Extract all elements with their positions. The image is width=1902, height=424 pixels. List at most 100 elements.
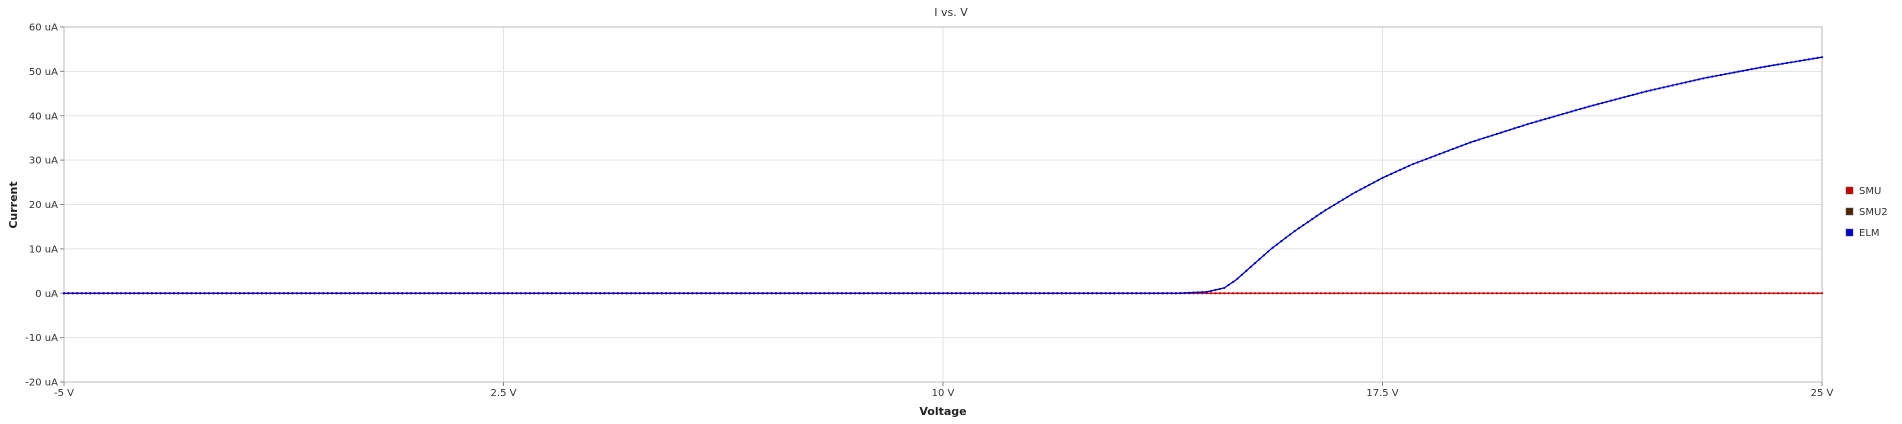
series-elm-point: [370, 292, 373, 295]
series-elm-point: [862, 292, 865, 295]
series-elm-point: [203, 292, 206, 295]
series-elm-point: [1069, 292, 1072, 295]
series-elm-point: [999, 292, 1002, 295]
series-elm-point: [1447, 149, 1450, 152]
series-smu-point: [1240, 292, 1243, 295]
series-elm-point: [634, 292, 637, 295]
series-elm-point: [1456, 146, 1459, 149]
series-elm-point: [396, 292, 400, 295]
series-elm-point: [207, 292, 211, 295]
legend-item-smu[interactable]: SMU: [1845, 186, 1881, 197]
series-elm-point: [555, 292, 558, 295]
series-elm-point: [1680, 82, 1683, 85]
series-elm-point: [163, 292, 167, 295]
series-elm-point: [726, 292, 729, 295]
series-smu-point: [1785, 292, 1788, 295]
series-elm-point: [309, 292, 312, 295]
series-elm-point: [1776, 63, 1780, 66]
series-elm-point: [1548, 116, 1551, 119]
y-tick-label: 60 uA: [29, 23, 58, 34]
series-elm-point: [924, 292, 927, 295]
series-elm-point: [1653, 88, 1657, 91]
series-elm-point: [678, 292, 681, 295]
series-elm-point: [251, 292, 255, 295]
series-elm-point: [752, 292, 756, 295]
series-elm-point: [1517, 125, 1520, 129]
series-elm-point: [770, 292, 773, 295]
series-elm-point: [348, 292, 351, 295]
series-elm-point: [401, 292, 404, 295]
series-elm-point: [304, 292, 307, 295]
series-smu-point: [1636, 292, 1639, 295]
series-elm-point: [1174, 292, 1178, 295]
series-elm-point: [1508, 128, 1512, 131]
series-elm-point: [511, 292, 514, 295]
series-elm-point: [458, 292, 461, 295]
series-smu-point: [1337, 292, 1340, 295]
series-elm-point: [1754, 67, 1758, 70]
series-elm-point: [76, 292, 79, 295]
series-elm-point: [972, 292, 975, 295]
series-elm-point: [1368, 183, 1371, 186]
series-smu-point: [1486, 292, 1490, 295]
legend-label-smu2: SMU2: [1859, 207, 1888, 218]
series-elm-point: [585, 292, 589, 295]
series-elm-point: [62, 292, 66, 295]
series-elm-point: [1667, 85, 1670, 88]
legend-item-elm[interactable]: ELM: [1845, 228, 1880, 239]
series-smu-point: [1548, 292, 1551, 295]
series-elm-point: [730, 292, 734, 295]
chart-title: I vs. V: [934, 6, 968, 19]
series-smu-point: [1627, 292, 1630, 295]
series-smu-point: [1363, 292, 1367, 295]
series-elm-point: [704, 292, 707, 295]
series-elm-point: [1284, 236, 1287, 239]
series-elm-point: [559, 292, 562, 295]
series-elm-point: [120, 292, 123, 295]
series-elm-point: [216, 292, 219, 295]
series-elm-point: [1429, 156, 1432, 159]
series-elm-point: [1280, 240, 1283, 243]
series-elm-point: [700, 292, 703, 295]
series-elm-point: [1034, 292, 1037, 295]
series-elm-point: [317, 292, 321, 295]
series-elm-point: [849, 292, 852, 295]
series-smu-point: [1658, 292, 1661, 295]
series-elm-point: [115, 292, 118, 295]
series-smu-point: [1434, 292, 1437, 295]
series-elm-point: [1029, 292, 1032, 295]
series-elm-point: [546, 292, 549, 295]
series-elm-point: [928, 292, 931, 295]
series-elm-point: [243, 292, 246, 295]
series-elm-point: [1592, 104, 1595, 107]
series-smu-point: [1587, 292, 1591, 295]
series-smu-point: [1565, 292, 1569, 295]
series-elm-point: [405, 292, 408, 295]
legend-swatch-elm: [1845, 228, 1854, 237]
series-elm-point: [1201, 291, 1204, 294]
series-smu-point: [1640, 292, 1643, 295]
series-elm-point: [247, 292, 250, 295]
series-elm-point: [1302, 224, 1305, 227]
series-elm-point: [260, 292, 263, 295]
series-elm-point: [647, 292, 650, 295]
series-elm-point: [269, 292, 272, 295]
series-elm-point: [1359, 188, 1362, 191]
series-smu-point: [1508, 292, 1512, 295]
series-elm-point: [1697, 78, 1701, 81]
series-elm-point: [537, 292, 540, 295]
series-elm-point: [897, 292, 901, 295]
series-smu-point: [1592, 292, 1595, 295]
y-tick-label: 20 uA: [29, 200, 58, 211]
series-elm-point: [1253, 262, 1257, 265]
series-smu-point: [1491, 292, 1494, 295]
series-elm-point: [638, 292, 641, 295]
series-elm-point: [1689, 80, 1692, 83]
series-elm-point: [1394, 170, 1397, 173]
series-smu-point: [1776, 292, 1780, 295]
legend-item-smu2[interactable]: SMU2: [1845, 207, 1888, 218]
series-elm-point: [1570, 110, 1573, 113]
series-elm-point: [1544, 118, 1547, 121]
series-elm-point: [977, 292, 980, 295]
series-elm-point: [1012, 292, 1015, 295]
